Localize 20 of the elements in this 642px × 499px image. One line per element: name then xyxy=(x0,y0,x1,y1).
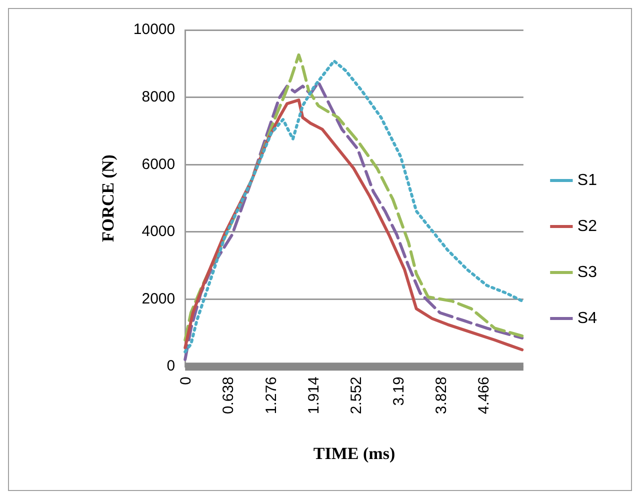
x-tick-label: 3.19 xyxy=(390,376,408,406)
legend-label: S2 xyxy=(577,218,598,235)
x-tick-label: 4.466 xyxy=(476,376,493,414)
y-tick-label: 6000 xyxy=(142,156,176,173)
legend-label: S1 xyxy=(577,172,598,189)
x-axis-title: TIME (ms) xyxy=(313,444,396,464)
y-tick-label: 10000 xyxy=(133,21,176,38)
x-tick-label: 2.552 xyxy=(348,376,365,414)
legend-label: S4 xyxy=(577,310,598,327)
x-tick-label: 1.276 xyxy=(262,376,280,414)
y-tick-label: 4000 xyxy=(142,223,176,240)
x-tick-label: 1.914 xyxy=(305,376,322,414)
x-tick-label: 0.638 xyxy=(220,376,238,414)
y-tick-label: 2000 xyxy=(142,290,176,308)
y-tick-label: 0 xyxy=(166,358,176,375)
legend-label: S3 xyxy=(577,264,598,281)
y-axis-title: FORCE (N) xyxy=(98,154,118,242)
x-tick-label: 0 xyxy=(178,376,195,385)
x-tick-label: 3.828 xyxy=(433,376,450,414)
y-tick-label: 8000 xyxy=(142,88,176,106)
